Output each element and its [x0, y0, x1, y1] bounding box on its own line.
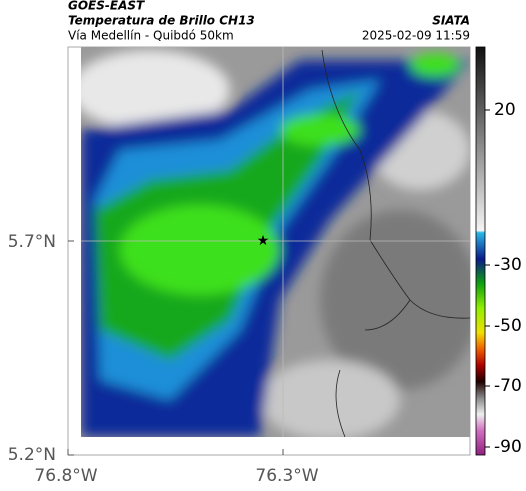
- lat-label: 5.2°N: [8, 445, 56, 465]
- title: GOES-EAST: [68, 0, 145, 13]
- lon-label: 76.8°W: [34, 466, 97, 486]
- colorbar-tick-label: -90: [494, 437, 522, 457]
- lon-label: 76.3°W: [255, 466, 318, 486]
- colorbar-ticks: [485, 109, 490, 448]
- svg-text:★: ★: [257, 233, 270, 249]
- location: Vía Medellín - Quibdó 50km: [68, 29, 234, 43]
- colorbar-tick-label: 20: [494, 100, 516, 120]
- colorbar-tick-label: -30: [494, 255, 522, 275]
- source: SIATA: [432, 14, 470, 28]
- subtitle: Temperatura de Brillo CH13: [68, 14, 255, 28]
- colorbar: [475, 46, 486, 456]
- colorbar-tick-label: -70: [494, 376, 522, 396]
- satellite-image: ★: [81, 47, 470, 437]
- datetime: 2025-02-09 11:59: [362, 29, 470, 43]
- colorbar-tick-label: -50: [494, 316, 522, 336]
- lat-label: 5.7°N: [8, 232, 56, 252]
